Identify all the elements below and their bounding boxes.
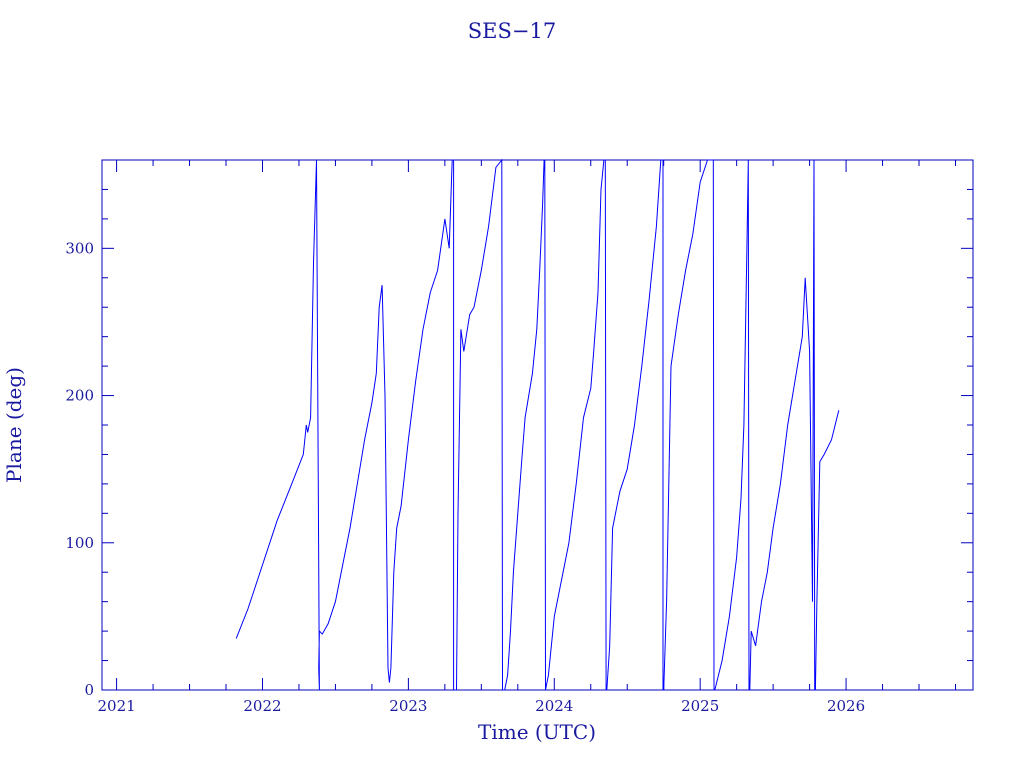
y-axis-title: Plane (deg) bbox=[2, 367, 26, 483]
tick-labels: 2021 2022 2023 2024 2025 2026 0 100 200 300 bbox=[65, 239, 865, 715]
y-tick-label: 100 bbox=[65, 534, 94, 552]
series-line-0 bbox=[235, 158, 840, 691]
x-tick-label: 2024 bbox=[535, 697, 573, 715]
x-tick-label: 2023 bbox=[389, 697, 427, 715]
x-axis-title: Time (UTC) bbox=[478, 720, 596, 744]
y-tick-label: 200 bbox=[65, 387, 94, 405]
x-tick-label: 2026 bbox=[827, 697, 865, 715]
plot-frame bbox=[101, 159, 974, 691]
x-tick-label: 2021 bbox=[97, 697, 135, 715]
series-group bbox=[235, 158, 840, 691]
y-tick-label: 0 bbox=[84, 681, 94, 699]
chart-title: SES−17 bbox=[468, 19, 556, 43]
axis-ticks bbox=[102, 159, 973, 691]
x-tick-label: 2022 bbox=[243, 697, 281, 715]
x-tick-label: 2025 bbox=[681, 697, 719, 715]
y-tick-label: 300 bbox=[65, 239, 94, 257]
